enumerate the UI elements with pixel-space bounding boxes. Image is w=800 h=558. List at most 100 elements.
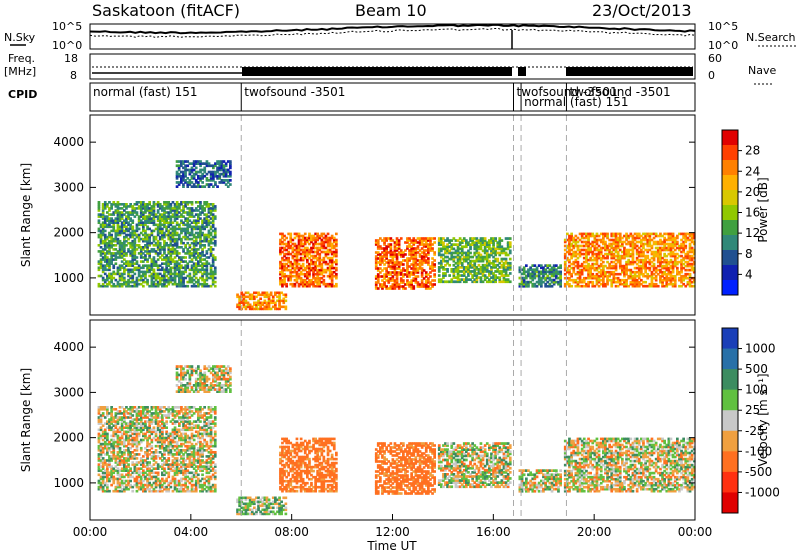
echo-cell — [98, 219, 101, 222]
colorbar-tick-label: 24 — [745, 164, 760, 178]
echo-cell — [195, 167, 198, 170]
echo-cell — [216, 185, 219, 188]
colorbar-swatch — [722, 235, 738, 251]
echo-cell — [186, 285, 189, 288]
echo-cell — [214, 267, 217, 270]
echo-cell — [335, 259, 338, 262]
echo-cell — [212, 248, 215, 251]
echo-cell — [657, 285, 660, 288]
echo-cell — [509, 241, 512, 244]
colorbar-swatch — [722, 160, 738, 176]
echo-cell — [119, 447, 122, 450]
echo-cell — [285, 283, 288, 286]
echo-cell — [676, 267, 679, 270]
noise-sky-label: N.Sky — [4, 31, 36, 44]
echo-cell — [323, 275, 326, 278]
echo-cell — [619, 233, 622, 236]
echo-cell — [446, 268, 449, 271]
echo-cell — [484, 237, 487, 240]
echo-cell — [214, 281, 217, 284]
echo-cell — [134, 273, 137, 276]
echo-cell — [229, 160, 232, 163]
freq-right-tick-top: 60 — [708, 52, 722, 65]
echo-cell — [214, 228, 217, 231]
echo-cell — [159, 242, 162, 245]
noise-panel: N.Sky 10^5 10^0 10^5 10^0 N.Search — [4, 20, 796, 52]
echo-cell — [106, 406, 109, 409]
echo-cell — [270, 292, 273, 295]
freq-panel: Freq. [MHz] 18 8 60 0 Nave — [4, 52, 776, 84]
echo-cell — [433, 251, 436, 254]
echo-cell — [509, 237, 512, 240]
echo-cell — [335, 283, 338, 286]
echo-cell — [214, 215, 217, 218]
echo-cell — [229, 183, 232, 186]
echo-cell — [412, 285, 415, 288]
echo-cell — [335, 273, 338, 276]
echo-cell — [404, 253, 407, 256]
echo-cell — [146, 279, 149, 282]
colorbar-swatch — [722, 190, 738, 206]
echo-cell — [646, 255, 649, 258]
echo-cell — [136, 211, 139, 214]
noise-sky-line — [90, 25, 695, 34]
echo-cell — [214, 256, 217, 259]
echo-cell — [229, 179, 232, 182]
freq-left-tick-bottom: 8 — [70, 69, 77, 82]
echo-cell — [433, 279, 436, 282]
colorbar-swatch — [722, 250, 738, 266]
echo-cell — [104, 230, 107, 233]
echo-cell — [178, 252, 181, 255]
y-tick-label: 2000 — [53, 226, 84, 240]
echo-cell — [153, 269, 156, 272]
freq-left-tick-top: 18 — [64, 52, 78, 65]
colorbar-swatch — [722, 280, 738, 296]
echo-cell — [214, 277, 217, 280]
echo-cell — [335, 249, 338, 252]
colorbar-swatch — [722, 220, 738, 236]
noise-right-tick-bottom: 10^0 — [708, 39, 738, 52]
echo-cell — [417, 275, 420, 278]
echo-cell — [501, 239, 504, 242]
cpid-segment-label: twofsound -3501 — [244, 85, 345, 99]
colorbar-tick-label: 4 — [745, 267, 753, 281]
colorbar-swatch — [722, 265, 738, 281]
colorbar-tick-label: 8 — [745, 247, 753, 261]
echo-cell — [136, 256, 139, 259]
echo-cell — [335, 233, 338, 236]
echo-cell — [259, 298, 262, 301]
echo-cell — [142, 285, 145, 288]
y-tick-label: 3000 — [53, 180, 84, 194]
echo-cell — [131, 226, 134, 229]
echo-cell — [323, 279, 326, 282]
echo-cell — [108, 490, 111, 493]
cpid-segment-label: twofsound -3501 — [569, 85, 670, 99]
echo-cell — [438, 274, 441, 277]
power-colorbar-label: Power [dB] — [756, 177, 770, 242]
echo-cell — [304, 233, 307, 236]
nave-label: Nave — [748, 64, 776, 77]
echo-cell — [689, 273, 692, 276]
echo-cell — [433, 283, 436, 286]
colorbar-swatch — [722, 145, 738, 161]
freq-label-1: Freq. — [8, 52, 35, 65]
echo-cell — [676, 241, 679, 244]
echo-cell — [684, 245, 687, 248]
echo-cell — [199, 201, 202, 204]
echo-cell — [429, 275, 432, 278]
echo-cell — [335, 239, 338, 242]
echo-cell — [106, 484, 109, 487]
echo-cell — [189, 273, 192, 276]
echo-cell — [448, 264, 451, 267]
echo-cell — [285, 306, 288, 309]
echo-cell — [106, 433, 109, 436]
echo-cell — [469, 252, 472, 255]
echo-cell — [131, 219, 134, 222]
colorbar-swatch — [722, 205, 738, 221]
beam-title: Beam 10 — [355, 1, 427, 20]
power-ylabel: Slant Range [km] — [19, 163, 33, 267]
